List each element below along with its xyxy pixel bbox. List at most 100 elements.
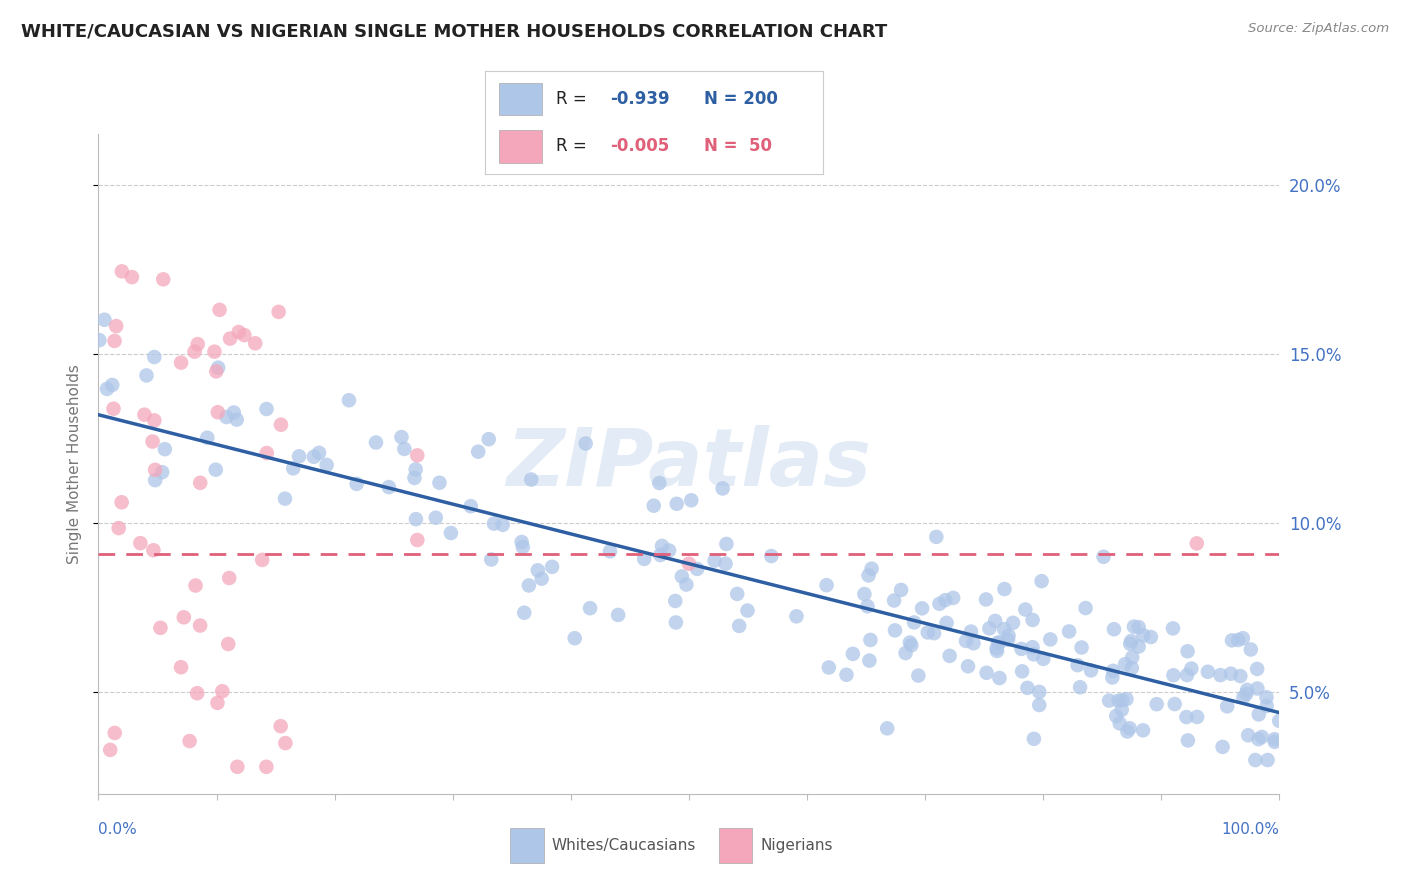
Point xyxy=(134,408,156,422)
Point xyxy=(1185,536,1208,550)
Text: -0.939: -0.939 xyxy=(610,90,669,108)
Point xyxy=(283,461,305,475)
Point xyxy=(512,540,534,554)
Point xyxy=(405,462,427,476)
Point xyxy=(219,332,242,346)
Point xyxy=(149,621,172,635)
Point xyxy=(903,615,925,630)
Point xyxy=(884,624,907,638)
Point xyxy=(858,568,880,582)
Point xyxy=(853,587,876,601)
Point xyxy=(256,401,278,416)
Point xyxy=(205,364,228,378)
Point xyxy=(256,446,278,460)
Point xyxy=(1105,709,1128,723)
Point xyxy=(1236,682,1258,697)
Point xyxy=(1031,574,1053,589)
Point xyxy=(1115,692,1137,706)
Point xyxy=(858,654,880,668)
Point xyxy=(942,591,965,605)
Point xyxy=(665,497,688,511)
Point xyxy=(250,553,273,567)
Point xyxy=(703,553,725,567)
Point xyxy=(925,530,948,544)
Point xyxy=(671,569,693,583)
Point xyxy=(860,562,883,576)
Point xyxy=(460,500,482,514)
Point xyxy=(152,272,174,286)
Point xyxy=(728,619,751,633)
Point xyxy=(1070,640,1092,655)
Point xyxy=(686,562,709,576)
Text: N = 200: N = 200 xyxy=(704,90,779,108)
Point xyxy=(129,536,152,550)
Point xyxy=(1227,633,1250,648)
Point xyxy=(513,606,536,620)
Point xyxy=(938,648,960,663)
Point xyxy=(1246,662,1268,676)
Text: 0.0%: 0.0% xyxy=(98,822,138,837)
Point xyxy=(98,743,121,757)
Point xyxy=(1108,694,1130,708)
Point xyxy=(1121,634,1143,648)
Point xyxy=(1102,622,1125,636)
Point xyxy=(394,442,416,456)
Point xyxy=(186,686,208,700)
Point xyxy=(1212,739,1234,754)
Point xyxy=(1163,668,1185,682)
Point xyxy=(1240,642,1263,657)
Point xyxy=(1118,721,1140,735)
Point xyxy=(960,624,983,639)
Point xyxy=(1022,648,1045,662)
Text: Whites/Caucasians: Whites/Caucasians xyxy=(551,838,696,853)
Point xyxy=(1234,687,1257,701)
Point xyxy=(1132,628,1154,642)
Point xyxy=(665,615,688,630)
Point xyxy=(1197,665,1219,679)
Point xyxy=(988,671,1011,685)
Point xyxy=(226,760,249,774)
FancyBboxPatch shape xyxy=(499,83,543,115)
Point xyxy=(337,393,360,408)
Point xyxy=(364,435,387,450)
Point xyxy=(1250,730,1272,744)
Point xyxy=(93,312,115,326)
Point xyxy=(218,571,240,585)
Point xyxy=(1032,652,1054,666)
Point xyxy=(207,696,229,710)
Point xyxy=(302,450,325,464)
Point xyxy=(997,632,1019,647)
Point xyxy=(1014,602,1036,616)
Point xyxy=(1229,669,1251,683)
Point xyxy=(153,442,176,457)
Point xyxy=(716,537,738,551)
Point xyxy=(1116,724,1139,739)
Text: -0.005: -0.005 xyxy=(610,137,669,155)
Point xyxy=(111,264,134,278)
FancyBboxPatch shape xyxy=(510,829,544,863)
Text: Nigerians: Nigerians xyxy=(761,838,832,853)
Point xyxy=(1121,661,1143,675)
Point xyxy=(541,559,564,574)
Point xyxy=(1111,703,1133,717)
Point xyxy=(308,446,330,460)
Point xyxy=(678,557,700,571)
Point xyxy=(1209,668,1232,682)
Point xyxy=(478,432,501,446)
Point xyxy=(183,344,205,359)
Point xyxy=(993,622,1015,636)
Text: WHITE/CAUCASIAN VS NIGERIAN SINGLE MOTHER HOUSEHOLDS CORRELATION CHART: WHITE/CAUCASIAN VS NIGERIAN SINGLE MOTHE… xyxy=(21,22,887,40)
Point xyxy=(714,557,737,571)
Point xyxy=(894,646,917,660)
Point xyxy=(987,635,1010,649)
Point xyxy=(955,634,977,648)
Point xyxy=(233,328,256,343)
Point xyxy=(1185,710,1208,724)
Point xyxy=(1010,641,1032,656)
Point xyxy=(1069,680,1091,694)
Text: R =: R = xyxy=(555,90,586,108)
Point xyxy=(527,563,550,577)
Point xyxy=(520,473,543,487)
Point xyxy=(1039,632,1062,647)
Point xyxy=(976,665,998,680)
